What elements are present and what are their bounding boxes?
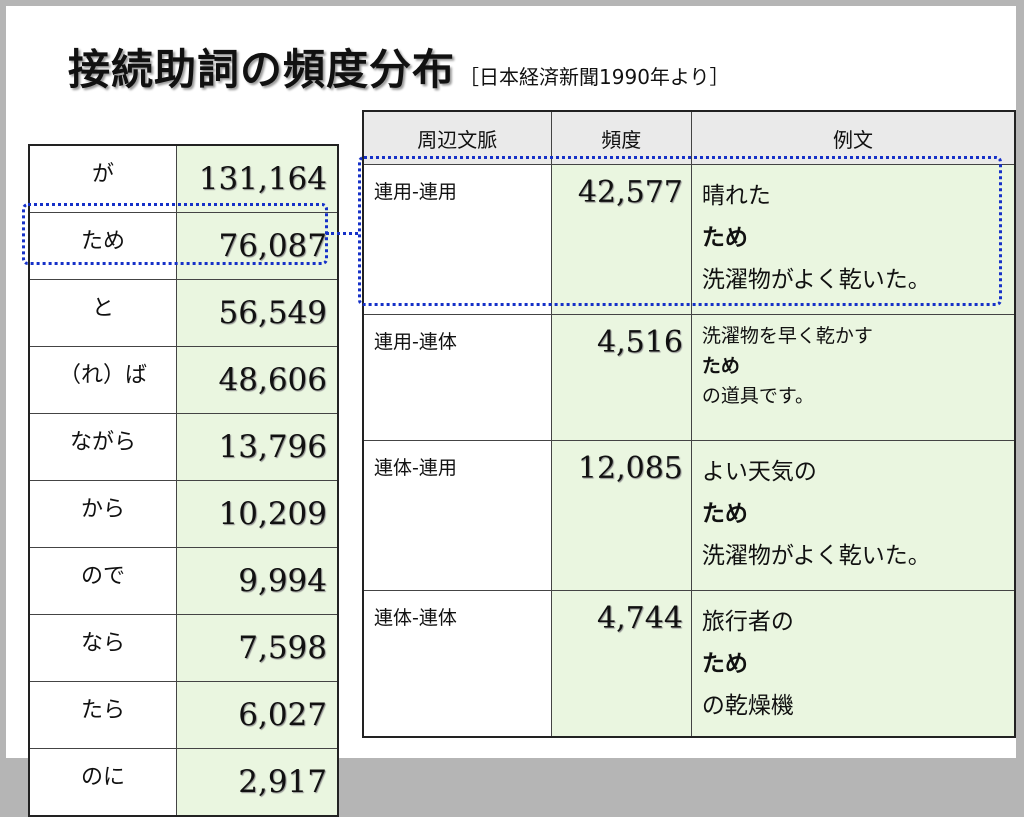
table-row: 連体-連体 4,744 旅行者の ため の乾燥機	[363, 590, 1015, 737]
table-row: なら 7,598	[29, 614, 338, 682]
connective-cell: たら	[29, 681, 177, 749]
count-cell: 56,549	[176, 279, 338, 347]
count-cell: 48,606	[176, 346, 338, 414]
table-row: から 10,209	[29, 480, 338, 548]
table-row: 連用-連用 42,577 晴れた ため 洗濯物がよく乾いた。	[363, 164, 1015, 315]
example-line: 旅行者の	[701, 609, 794, 635]
table-row: のに 2,917	[29, 748, 338, 816]
example-cell: 洗濯物を早く乾かす ため の道具です。	[690, 314, 1015, 441]
connective-cell: （れ）ば	[29, 346, 177, 414]
frequency-cell: 4,516	[550, 314, 692, 441]
table-row: 連体-連用 12,085 よい天気の ため 洗濯物がよく乾いた。	[363, 440, 1015, 591]
table-row: が 131,164	[29, 145, 338, 213]
connective-cell: と	[29, 279, 177, 347]
connective-cell: ながら	[29, 413, 177, 481]
count-cell: 2,917	[176, 748, 338, 816]
connective-cell: ため	[29, 212, 177, 280]
example-connective: ため	[701, 501, 748, 527]
connective-cell: が	[29, 145, 177, 213]
count-cell: 9,994	[176, 547, 338, 615]
connective-cell: から	[29, 480, 177, 548]
table-row: 連用-連体 4,516 洗濯物を早く乾かす ため の道具です。	[363, 314, 1015, 441]
header-row: 周辺文脈 頻度 例文	[363, 111, 1015, 165]
frequency-cell: 12,085	[550, 440, 692, 591]
example-line: 晴れた	[701, 183, 771, 209]
connective-cell: ので	[29, 547, 177, 615]
slide: 接続助詞の頻度分布 ［日本経済新聞1990年より］ が 131,164 ため 76…	[6, 6, 1016, 817]
example-line: 洗濯物がよく乾いた。	[701, 267, 931, 293]
table-row: ので 9,994	[29, 547, 338, 615]
example-line: の乾燥機	[701, 693, 794, 719]
title-source: ［日本経済新聞1990年より］	[459, 65, 730, 89]
count-cell: 131,164	[176, 145, 338, 213]
example-line: の道具です。	[701, 385, 815, 407]
table-row: たら 6,027	[29, 681, 338, 749]
example-line: 洗濯物を早く乾かす	[701, 325, 873, 347]
example-cell: 旅行者の ため の乾燥機	[690, 590, 1015, 737]
table-row: と 56,549	[29, 279, 338, 347]
count-cell: 76,087	[176, 212, 338, 280]
header-example: 例文	[690, 111, 1015, 165]
count-cell: 6,027	[176, 681, 338, 749]
header-frequency: 頻度	[550, 111, 692, 165]
count-cell: 13,796	[176, 413, 338, 481]
context-cell: 連用-連用	[363, 164, 552, 315]
frequency-cell: 4,744	[550, 590, 692, 737]
header-context: 周辺文脈	[363, 111, 552, 165]
example-cell: 晴れた ため 洗濯物がよく乾いた。	[690, 164, 1015, 315]
count-cell: 7,598	[176, 614, 338, 682]
frequency-cell: 42,577	[550, 164, 692, 315]
example-line: よい天気の	[701, 459, 817, 485]
context-cell: 連体-連体	[363, 590, 552, 737]
table-row: ながら 13,796	[29, 413, 338, 481]
count-cell: 10,209	[176, 480, 338, 548]
table-row: （れ）ば 48,606	[29, 346, 338, 414]
table-row: ため 76,087	[29, 212, 338, 280]
example-cell: よい天気の ため 洗濯物がよく乾いた。	[690, 440, 1015, 591]
context-cell: 連用-連体	[363, 314, 552, 441]
connective-frequency-table: が 131,164 ため 76,087 と 56,549 （れ）ば 48,606…	[28, 144, 339, 817]
example-connective: ため	[701, 225, 748, 251]
example-connective: ため	[701, 651, 748, 677]
title-main: 接続助詞の頻度分布	[68, 45, 456, 94]
example-connective: ため	[701, 355, 740, 377]
connective-cell: のに	[29, 748, 177, 816]
context-cell: 連体-連用	[363, 440, 552, 591]
example-line: 洗濯物がよく乾いた。	[701, 543, 931, 569]
context-table: 周辺文脈 頻度 例文 連用-連用 42,577 晴れた ため 洗濯物がよく乾いた…	[362, 110, 1016, 738]
connective-cell: なら	[29, 614, 177, 682]
highlight-connector	[326, 232, 358, 235]
slide-title: 接続助詞の頻度分布 ［日本経済新聞1990年より］	[68, 36, 730, 97]
